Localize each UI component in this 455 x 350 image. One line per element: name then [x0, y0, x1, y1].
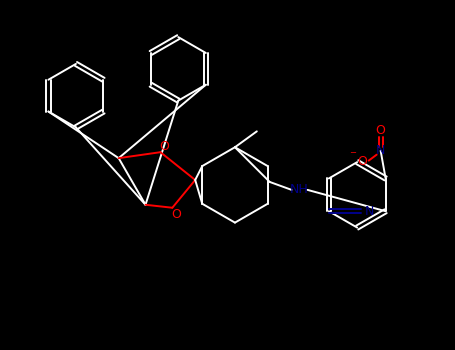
Text: N: N	[376, 144, 385, 157]
Text: N: N	[365, 205, 374, 218]
Text: O: O	[159, 140, 169, 153]
Text: O: O	[172, 208, 181, 221]
Text: O: O	[357, 155, 367, 168]
Text: −: −	[349, 148, 356, 157]
Text: NH: NH	[290, 183, 309, 196]
Text: O: O	[376, 124, 385, 137]
